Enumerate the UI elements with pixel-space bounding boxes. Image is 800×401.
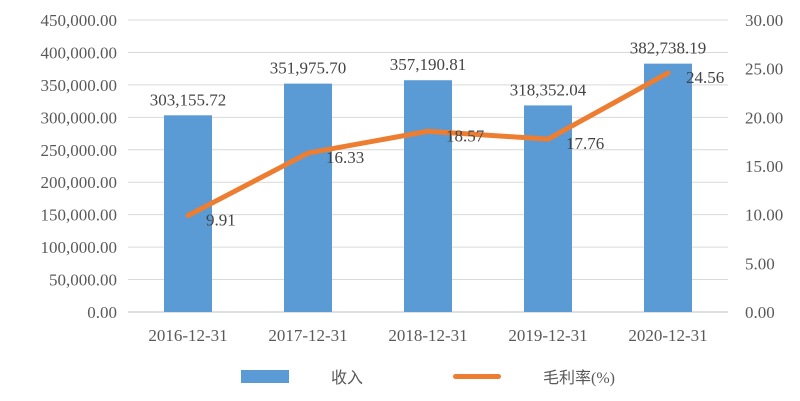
left-axis-tick-label: 0.00 — [87, 303, 117, 322]
right-axis-tick-label: 0.00 — [745, 303, 775, 322]
legend: 收入 毛利率(%) — [128, 358, 728, 394]
x-axis-tick-label: 2016-12-31 — [148, 326, 227, 345]
left-axis-tick-label: 300,000.00 — [41, 108, 118, 127]
plot-area: 450,000.00 400,000.00 350,000.00 300,000.00… — [41, 11, 784, 345]
left-axis-tick-label: 200,000.00 — [41, 173, 118, 192]
revenue-bar — [284, 83, 332, 313]
legend-label-gross-margin: 毛利率(%) — [543, 370, 615, 387]
gross-margin-value-label: 17.76 — [566, 134, 604, 153]
left-axis-tick-label: 450,000.00 — [41, 11, 118, 30]
revenue-bar-swatch-icon — [240, 369, 289, 383]
revenue-bar — [644, 63, 692, 312]
gross-margin-line-swatch-icon — [453, 373, 501, 379]
gross-margin-value-label: 9.91 — [206, 211, 236, 230]
right-axis-tick-label: 5.00 — [745, 254, 775, 273]
revenue-value-label: 357,190.81 — [390, 55, 467, 74]
legend-item-gross-margin: 毛利率(%) — [453, 364, 615, 388]
revenue-value-label: 382,738.19 — [630, 39, 707, 58]
gross-margin-value-label: 16.33 — [326, 148, 364, 167]
revenue-value-label: 303,155.72 — [150, 90, 227, 109]
right-axis-tick-label: 25.00 — [745, 60, 783, 79]
legend-label-revenue: 收入 — [330, 370, 363, 387]
left-axis-tick-label: 100,000.00 — [41, 238, 118, 257]
gross-margin-value-label: 24.56 — [686, 68, 724, 87]
x-axis-tick-label: 2017-12-31 — [268, 326, 347, 345]
revenue-value-label: 318,352.04 — [510, 80, 587, 99]
gross-margin-value-label: 18.57 — [446, 126, 485, 145]
left-axis-tick-label: 150,000.00 — [41, 206, 118, 225]
right-axis-tick-label: 20.00 — [745, 108, 783, 127]
left-axis-tick-label: 400,000.00 — [41, 43, 118, 62]
x-axis-tick-label: 2018-12-31 — [388, 326, 467, 345]
gross-margin-line — [185, 70, 671, 219]
legend-item-revenue: 收入 — [240, 364, 363, 388]
right-axis-tick-label: 30.00 — [745, 11, 783, 30]
revenue-value-label: 351,975.70 — [270, 59, 347, 78]
right-axis-tick-label: 10.00 — [745, 206, 783, 225]
left-axis-tick-label: 350,000.00 — [41, 76, 118, 95]
x-axis-tick-label: 2019-12-31 — [508, 326, 587, 345]
x-axis-tick-label: 2020-12-31 — [628, 326, 707, 345]
right-axis-tick-label: 15.00 — [745, 157, 783, 176]
left-axis-tick-label: 250,000.00 — [41, 141, 118, 160]
revenue-bar — [404, 80, 452, 312]
left-axis-tick-label: 50,000.00 — [49, 271, 117, 290]
